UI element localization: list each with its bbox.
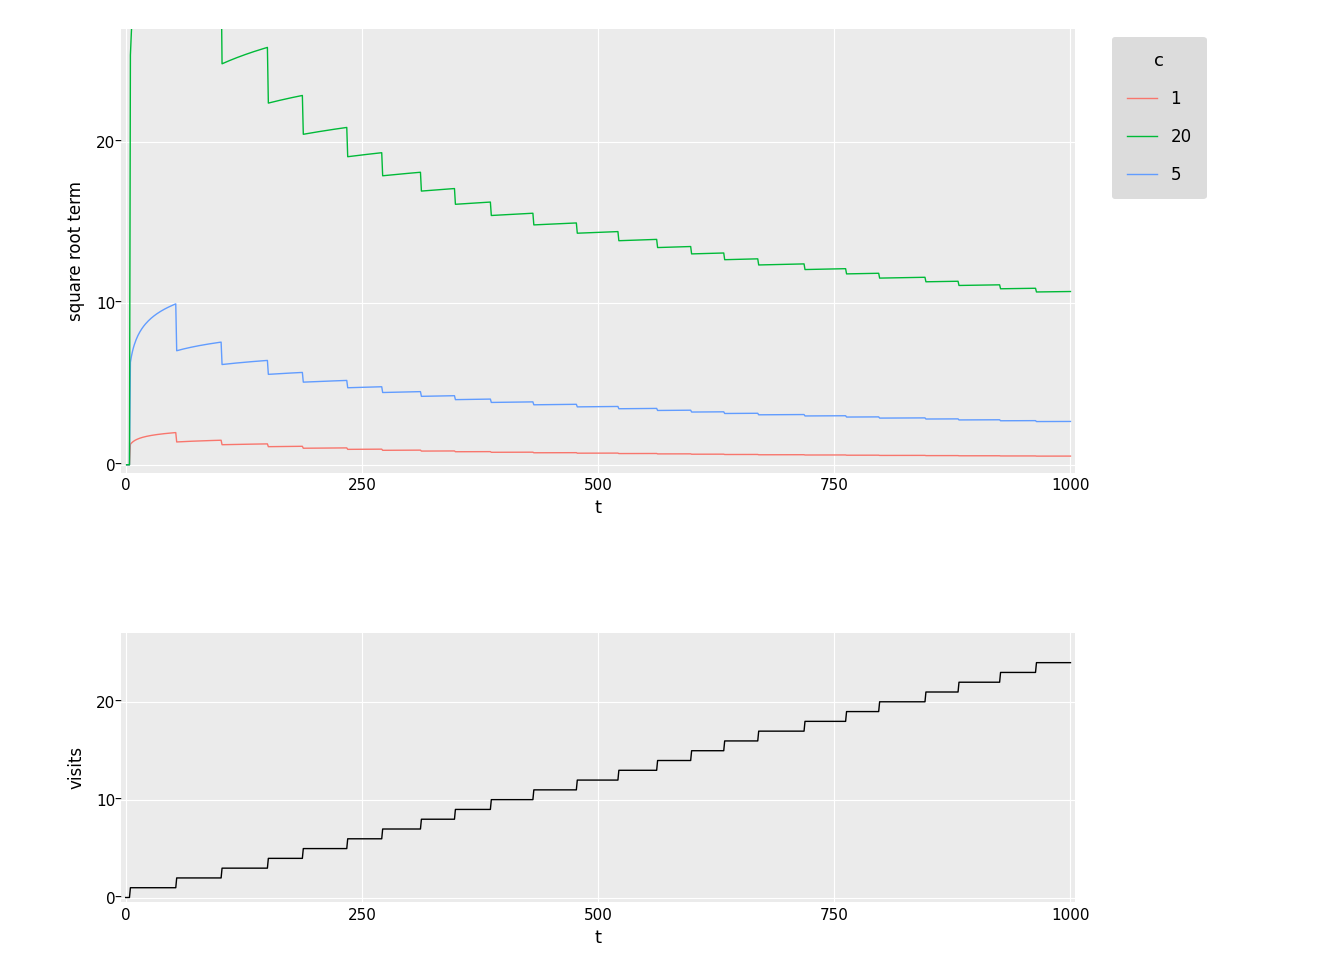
5 <box>872 413 888 424</box>
Text: –: – <box>114 695 121 708</box>
1 <box>501 446 517 458</box>
1 <box>767 449 784 461</box>
20 <box>1062 286 1078 298</box>
1 <box>872 449 888 461</box>
5 <box>767 409 784 420</box>
20 <box>535 219 551 230</box>
5 <box>168 299 184 310</box>
1 <box>1062 450 1078 462</box>
X-axis label: t: t <box>594 928 602 947</box>
5 <box>216 358 233 370</box>
1 <box>535 447 551 459</box>
1 <box>216 439 233 450</box>
Text: –: – <box>114 793 121 806</box>
Text: –: – <box>114 134 121 149</box>
Y-axis label: square root term: square root term <box>67 180 85 321</box>
Line: 5: 5 <box>126 304 1070 465</box>
Y-axis label: visits: visits <box>67 746 85 789</box>
1 <box>118 459 134 470</box>
20 <box>501 208 517 220</box>
5 <box>535 399 551 411</box>
5 <box>501 396 517 408</box>
Text: –: – <box>114 458 121 471</box>
1 <box>168 427 184 439</box>
20 <box>118 459 134 470</box>
Text: –: – <box>114 297 121 310</box>
5 <box>118 459 134 470</box>
20 <box>216 58 233 69</box>
Line: 1: 1 <box>126 433 1070 465</box>
Line: 20: 20 <box>126 0 1070 465</box>
20 <box>856 268 872 279</box>
5 <box>1062 416 1078 427</box>
5 <box>856 411 872 422</box>
X-axis label: t: t <box>594 499 602 516</box>
Text: –: – <box>114 891 121 904</box>
20 <box>872 273 888 284</box>
Legend: 1, 20, 5: 1, 20, 5 <box>1113 37 1207 199</box>
1 <box>856 449 872 461</box>
20 <box>767 259 784 271</box>
